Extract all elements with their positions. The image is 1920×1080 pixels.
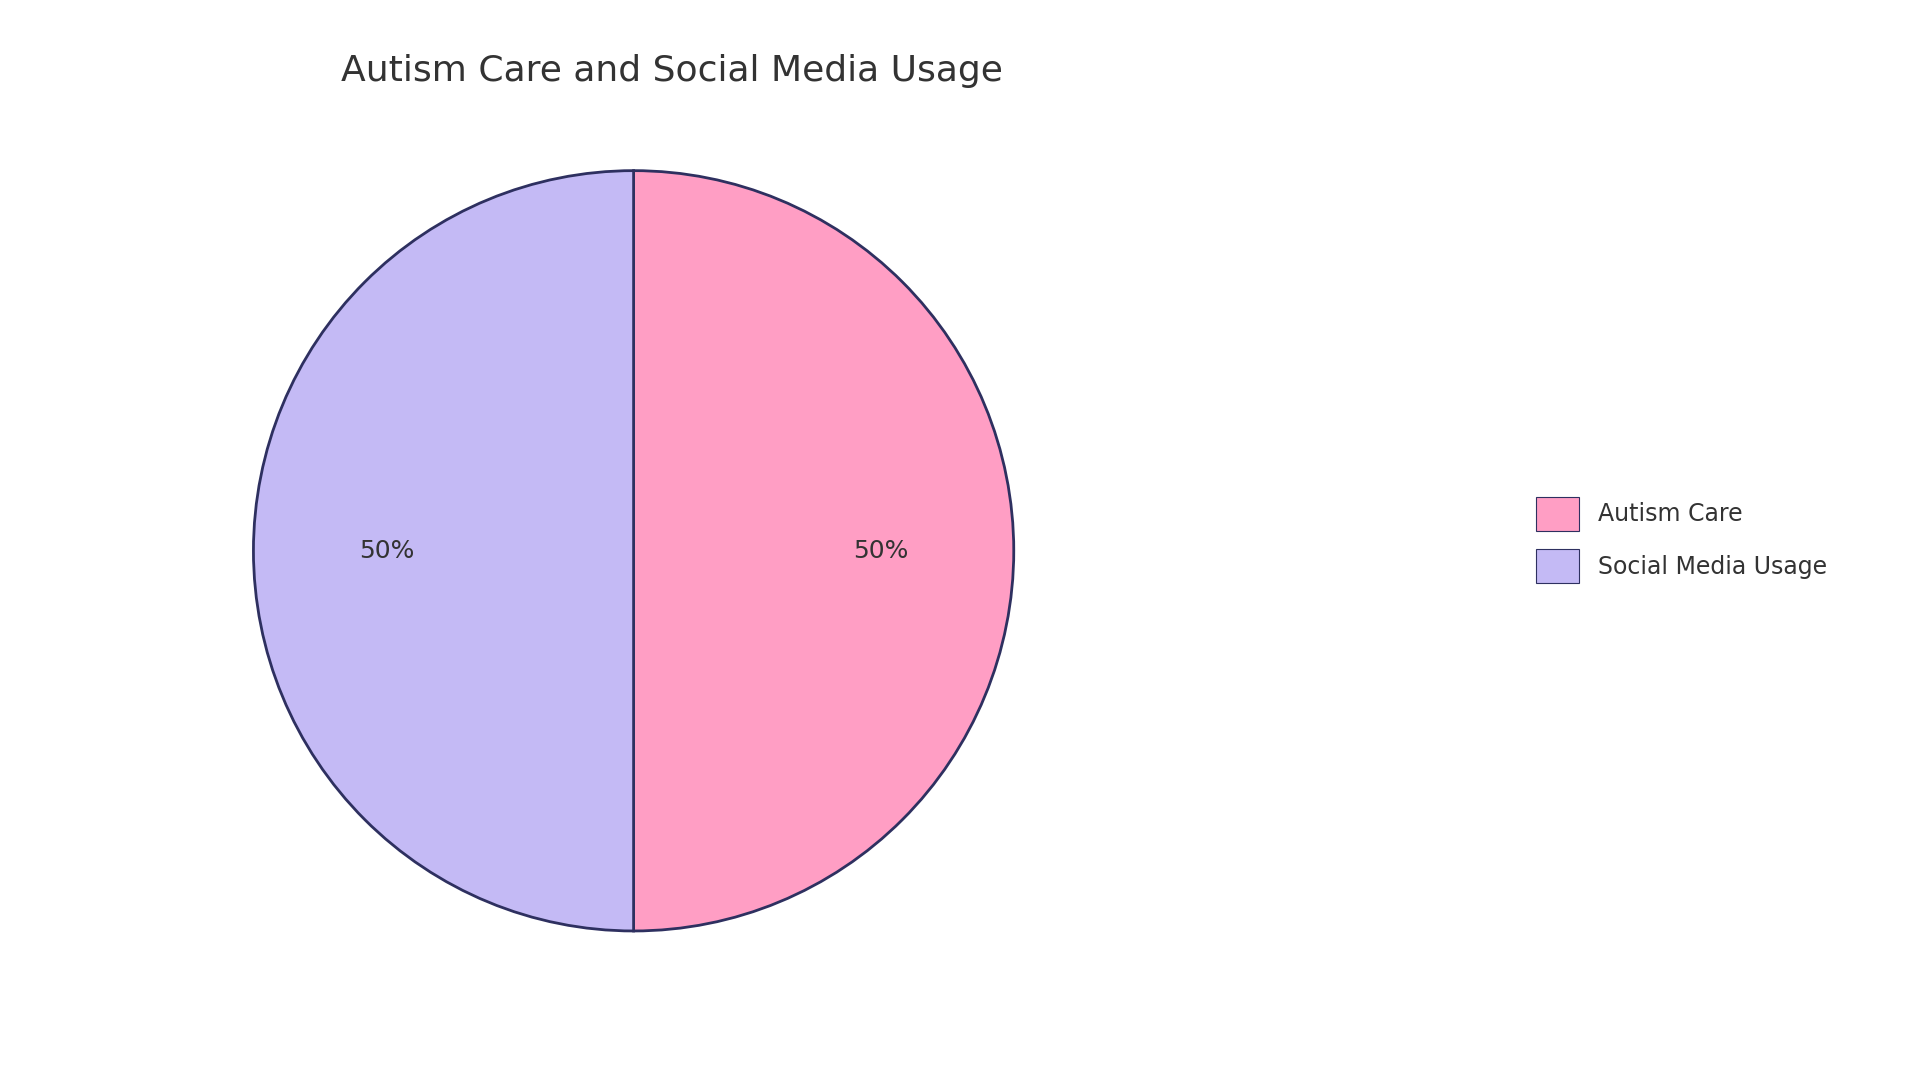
Wedge shape [253,171,634,931]
Text: 50%: 50% [852,539,908,563]
Text: Autism Care and Social Media Usage: Autism Care and Social Media Usage [342,54,1002,87]
Legend: Autism Care, Social Media Usage: Autism Care, Social Media Usage [1513,473,1851,607]
Text: 50%: 50% [359,539,415,563]
Wedge shape [634,171,1014,931]
